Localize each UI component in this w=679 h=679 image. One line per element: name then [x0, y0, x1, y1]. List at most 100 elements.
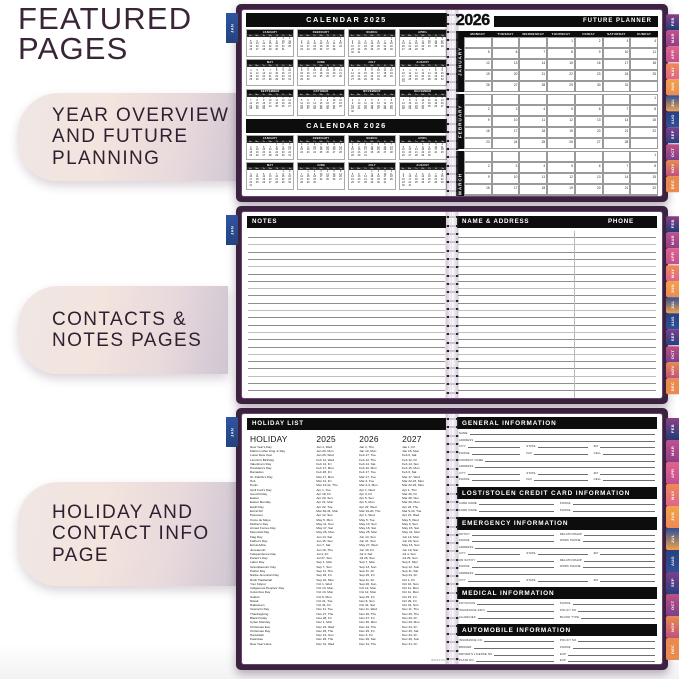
future-planner-day-cell[interactable]: 25: [519, 138, 548, 149]
future-planner-day-cell[interactable]: [574, 94, 603, 105]
info-field-state[interactable]: STATE: [526, 444, 588, 449]
future-planner-day-cell[interactable]: 25: [630, 70, 658, 81]
future-planner-day-cell[interactable]: 27: [574, 195, 603, 196]
index-tab-mar[interactable]: MAR: [666, 232, 679, 249]
future-planner-day-cell[interactable]: 16: [464, 184, 492, 195]
future-planner-day-cell[interactable]: 21: [602, 184, 631, 195]
info-field-phone[interactable]: PHONE: [459, 477, 521, 482]
info-field-line[interactable]: [473, 645, 554, 649]
future-planner-day-cell[interactable]: 14: [519, 59, 548, 70]
future-planner-day-cell[interactable]: 26: [464, 81, 492, 92]
info-field-driver-s-license-no[interactable]: DRIVER'S LICENSE NO: [459, 652, 554, 656]
index-tab-aug[interactable]: AUG: [666, 111, 679, 128]
future-planner-day-cell[interactable]: 12: [547, 116, 575, 127]
future-planner-day-cell[interactable]: 8: [630, 162, 658, 173]
index-tab-sep[interactable]: SEP: [666, 572, 679, 594]
index-tab-aug[interactable]: AUG: [666, 313, 679, 330]
info-field-line[interactable]: [471, 451, 521, 455]
future-planner-day-cell[interactable]: 4: [519, 105, 548, 116]
future-planner-day-cell[interactable]: 15: [547, 59, 575, 70]
future-planner-day-cell[interactable]: 14: [602, 173, 631, 184]
future-planner-day-cell[interactable]: 29: [630, 195, 658, 196]
future-planner-day-cell[interactable]: 2: [464, 162, 492, 173]
index-tab-oct[interactable]: OCT: [666, 345, 679, 362]
name-address-line[interactable]: [458, 267, 656, 275]
future-planner-day-cell[interactable]: 21: [519, 70, 548, 81]
notes-line[interactable]: [248, 333, 445, 341]
name-address-line[interactable]: [458, 282, 656, 290]
index-tab-dec[interactable]: DEC: [666, 638, 679, 660]
future-planner-day-cell[interactable]: 3: [491, 162, 520, 173]
name-address-line[interactable]: [458, 253, 656, 260]
index-tab-feb[interactable]: FEB: [666, 14, 679, 31]
index-tab-may[interactable]: MAY: [666, 264, 679, 281]
future-planner-day-cell[interactable]: 8: [547, 48, 575, 59]
info-field-line[interactable]: [572, 508, 655, 512]
notes-line[interactable]: [248, 348, 445, 355]
info-field-zip[interactable]: ZIP: [594, 551, 655, 556]
info-field-line[interactable]: [475, 545, 655, 549]
future-planner-day-cell[interactable]: 11: [519, 116, 548, 127]
info-field-line[interactable]: [467, 578, 521, 582]
index-tab-sep[interactable]: SEP: [666, 329, 679, 346]
info-field-line[interactable]: [582, 564, 655, 569]
month-index-tabs[interactable]: FEB MAR APR MAY JUN JUL AUG SEP OCT NOV DEC: [666, 216, 679, 395]
notes-line[interactable]: [248, 245, 445, 253]
future-planner-day-cell[interactable]: 24: [602, 70, 631, 81]
future-planner-day-cell[interactable]: 18: [519, 127, 548, 138]
info-field-line[interactable]: [578, 638, 655, 643]
future-planner-day-cell[interactable]: 17: [491, 127, 520, 138]
future-planner-day-cell[interactable]: 12: [547, 173, 575, 184]
info-field-line[interactable]: [537, 551, 588, 556]
info-field-city[interactable]: CITY: [459, 471, 521, 475]
info-field-line[interactable]: [572, 645, 655, 649]
future-planner-day-cell[interactable]: 9: [574, 48, 603, 59]
future-planner-day-cell[interactable]: 3: [491, 105, 520, 116]
future-planner-day-cell[interactable]: 15: [630, 116, 658, 127]
info-field-line[interactable]: [572, 501, 655, 506]
info-field-blood-type[interactable]: BLOOD TYPE: [560, 615, 655, 619]
info-field-line[interactable]: [471, 538, 554, 543]
index-tab-jul[interactable]: JUL: [666, 296, 679, 314]
info-field-line[interactable]: [475, 464, 655, 469]
info-field-address[interactable]: ADDRESS: [459, 571, 655, 576]
notes-line[interactable]: [248, 326, 445, 333]
future-planner-day-cell[interactable]: 11: [519, 173, 548, 184]
info-field-line[interactable]: [534, 451, 588, 455]
info-field-physician[interactable]: PHYSICIAN: [459, 601, 554, 606]
index-tab-may[interactable]: MAY: [666, 484, 679, 506]
future-planner-day-cell[interactable]: 1: [547, 37, 575, 48]
info-field-line[interactable]: [567, 658, 655, 663]
future-planner-day-cell[interactable]: 17: [491, 184, 520, 195]
future-planner-day-cell[interactable]: 13: [574, 116, 603, 127]
future-planner-day-cell[interactable]: [630, 81, 658, 92]
future-planner-day-cell[interactable]: 5: [464, 48, 492, 59]
notes-line[interactable]: [248, 391, 445, 398]
info-field-card-name[interactable]: CARD NAME: [459, 508, 554, 512]
notes-line[interactable]: [248, 289, 445, 297]
index-tab-jan[interactable]: JAN: [226, 417, 238, 447]
info-field-line[interactable]: [534, 477, 588, 482]
notes-line[interactable]: [248, 318, 445, 326]
future-planner-day-cell[interactable]: 30: [574, 81, 603, 92]
future-planner-day-cell[interactable]: 22: [630, 127, 658, 138]
future-planner-day-cell[interactable]: 5: [547, 162, 575, 173]
future-planner-day-cell[interactable]: 28: [602, 138, 631, 149]
index-tab-jun[interactable]: JUN: [666, 506, 679, 528]
info-field-line[interactable]: [475, 658, 554, 663]
info-field-allergies[interactable]: ALLERGIES: [459, 615, 554, 619]
notes-line[interactable]: [248, 311, 445, 319]
index-tab-jun[interactable]: JUN: [666, 78, 679, 95]
info-field-broker[interactable]: BROKER: [459, 645, 554, 649]
notes-line[interactable]: [248, 275, 445, 282]
notes-line[interactable]: [248, 267, 445, 275]
name-address-line[interactable]: [458, 326, 656, 333]
info-field-address[interactable]: ADDRESS: [459, 438, 655, 442]
info-field-phone[interactable]: PHONE: [560, 645, 655, 649]
name-address-line[interactable]: [458, 289, 656, 297]
future-planner-day-cell[interactable]: [491, 37, 520, 48]
info-field-line[interactable]: [494, 652, 554, 656]
future-planner-day-cell[interactable]: 18: [519, 184, 548, 195]
info-field-line[interactable]: [471, 477, 521, 482]
name-address-line[interactable]: [458, 296, 656, 304]
